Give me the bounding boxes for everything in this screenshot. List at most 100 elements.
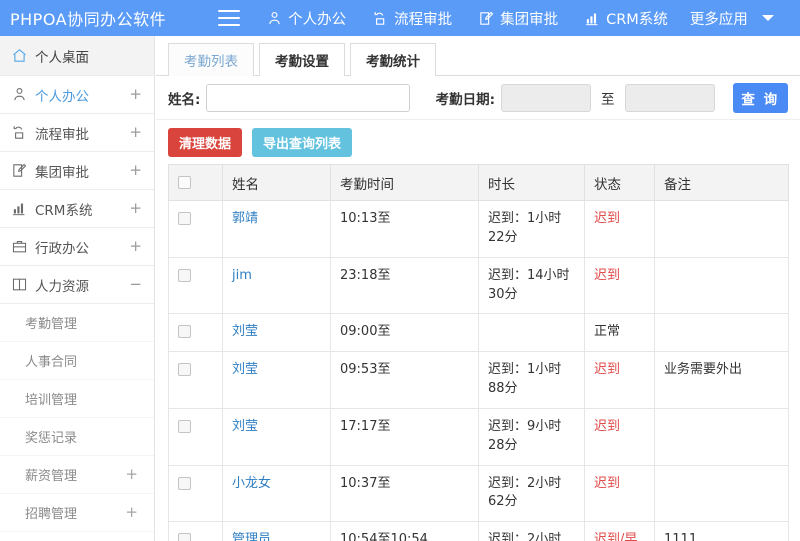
sidebar-subitem-rewards[interactable]: 奖惩记录	[0, 418, 154, 456]
sidebar-subitem-personnel[interactable]: 人事管理 +	[0, 532, 154, 541]
header-duration: 时长	[478, 164, 585, 201]
employee-name-link[interactable]: 刘莹	[232, 324, 259, 340]
row-select-cell	[168, 313, 223, 353]
sidebar-item-group-approval[interactable]: 集团审批 +	[0, 152, 154, 190]
cell-attendance-time: 17:17至	[330, 408, 479, 466]
cell-note: 1111	[654, 521, 789, 541]
employee-name-link[interactable]: 刘莹	[232, 418, 259, 434]
sidebar-subitem-label: 考勤管理	[25, 317, 78, 332]
table-row: 刘莹 09:53至 迟到：1小时88分 迟到 业务需要外出	[168, 351, 789, 409]
cell-attendance-time: 09:53至	[330, 351, 479, 409]
employee-name-link[interactable]: 小龙女	[232, 475, 272, 491]
row-select-cell	[168, 257, 223, 315]
search-date-from-input[interactable]	[501, 83, 592, 112]
app-brand-title: PHPOA协同办公软件	[10, 10, 167, 29]
row-checkbox[interactable]	[178, 212, 191, 225]
sidebar-subitem-contract[interactable]: 人事合同	[0, 342, 154, 380]
sidebar-collapse-toggle[interactable]: −	[129, 275, 142, 293]
clear-data-button[interactable]: 清理数据	[168, 127, 243, 157]
sidebar-item-process-approval[interactable]: 流程审批 +	[0, 114, 154, 152]
edit-square-icon	[11, 162, 28, 179]
bar-chart-icon	[584, 10, 601, 27]
sidebar-subitem-label: 招聘管理	[25, 507, 78, 522]
row-checkbox[interactable]	[178, 268, 191, 282]
sidebar-expand-toggle[interactable]: +	[125, 465, 138, 483]
header-note: 备注	[654, 164, 789, 201]
chevron-down-icon[interactable]	[761, 15, 774, 21]
cell-status: 迟到	[584, 465, 655, 523]
sidebar-item-desktop[interactable]: 个人桌面	[0, 36, 154, 76]
select-all-checkbox[interactable]	[178, 176, 191, 189]
row-checkbox[interactable]	[178, 363, 191, 377]
sidebar-subitem-label: 培训管理	[25, 393, 78, 408]
cell-duration: 迟到：1小时22分	[478, 200, 585, 258]
status-badge: 迟到	[594, 475, 621, 491]
sidebar-subitem-training[interactable]: 培训管理	[0, 380, 154, 418]
tab-attendance-list[interactable]: 考勤列表	[168, 43, 254, 76]
employee-name-link[interactable]: 管理员	[232, 532, 272, 541]
table-row: jim 23:18至 迟到：14小时30分 迟到	[168, 257, 789, 315]
nav-item-process-approval[interactable]: 流程审批	[372, 8, 452, 29]
employee-name-link[interactable]: 郭靖	[232, 211, 259, 226]
employee-name-link[interactable]: 刘莹	[232, 362, 259, 378]
sidebar-subitem-label: 人事合同	[25, 355, 78, 370]
row-select-cell	[168, 351, 223, 409]
sidebar-item-label: 个人办公	[35, 88, 89, 105]
sidebar-expand-toggle[interactable]: +	[129, 161, 142, 179]
sidebar-scrollbar[interactable]	[150, 36, 154, 541]
sidebar-subitem-attendance[interactable]: 考勤管理	[0, 304, 154, 342]
tab-attendance-stats[interactable]: 考勤统计	[350, 43, 436, 76]
more-apps-button[interactable]: 更多应用	[689, 11, 748, 28]
sidebar-expand-toggle[interactable]: +	[129, 199, 142, 217]
cell-name: 刘莹	[222, 408, 331, 466]
cell-status: 迟到	[584, 408, 655, 466]
tab-attendance-settings[interactable]: 考勤设置	[259, 43, 345, 76]
cell-note	[654, 313, 789, 353]
table-row: 小龙女 10:37至 迟到：2小时62分 迟到	[168, 465, 789, 523]
sidebar-item-admin-office[interactable]: 行政办公 +	[0, 228, 154, 266]
row-select-cell	[168, 200, 223, 258]
nav-item-crm[interactable]: CRM系统	[584, 8, 668, 29]
main-content: 考勤列表 考勤设置 考勤统计 姓名: 考勤日期: 至 查 询 清理数据 导出查询…	[156, 36, 800, 541]
search-filter-bar: 姓名: 考勤日期: 至 查 询	[156, 76, 800, 120]
cell-duration	[478, 313, 585, 353]
sidebar-item-label: 集团审批	[35, 164, 89, 181]
nav-item-personal-office[interactable]: 个人办公	[266, 8, 346, 29]
sidebar-item-hr[interactable]: 人力资源 −	[0, 266, 154, 304]
cell-duration: 迟到：14小时30分	[478, 257, 585, 315]
cell-duration: 迟到：2小时90分 早退：7小时10分	[478, 521, 585, 541]
sidebar-expand-toggle[interactable]: +	[129, 85, 142, 103]
user-icon	[266, 10, 283, 27]
cell-note	[654, 465, 789, 523]
tab-bar: 考勤列表 考勤设置 考勤统计	[156, 36, 800, 76]
sidebar-item-crm[interactable]: CRM系统 +	[0, 190, 154, 228]
sidebar-expand-toggle[interactable]: +	[129, 237, 142, 255]
cell-note	[654, 408, 789, 466]
table-row: 刘莹 17:17至 迟到：9小时28分 迟到	[168, 408, 789, 466]
nav-item-label: 集团审批	[500, 11, 559, 28]
nav-item-label: CRM系统	[606, 11, 668, 28]
cell-name: 小龙女	[222, 465, 331, 523]
search-date-to-input[interactable]	[624, 83, 715, 112]
row-checkbox[interactable]	[178, 419, 191, 433]
row-checkbox[interactable]	[178, 325, 191, 339]
table-header: 姓名 考勤时间 时长 状态 备注	[168, 164, 789, 201]
search-name-input[interactable]	[206, 83, 410, 112]
sidebar-subitem-salary[interactable]: 薪资管理 +	[0, 456, 154, 494]
hamburger-icon[interactable]	[218, 10, 241, 26]
cell-name: 郭靖	[222, 200, 331, 258]
nav-item-group-approval[interactable]: 集团审批	[478, 8, 558, 29]
app-header: PHPOA协同办公软件 个人办公 流程审批 集团审批	[0, 0, 800, 36]
row-checkbox[interactable]	[178, 476, 191, 490]
sidebar-item-personal-office[interactable]: 个人办公 +	[0, 76, 154, 114]
sidebar-subitem-label: 奖惩记录	[25, 431, 78, 446]
employee-name-link[interactable]: jim	[232, 267, 252, 283]
query-button[interactable]: 查 询	[732, 82, 788, 113]
status-badge: 迟到	[594, 267, 621, 283]
sidebar-subitem-recruitment[interactable]: 招聘管理 +	[0, 494, 154, 532]
sidebar-expand-toggle[interactable]: +	[125, 503, 138, 521]
sidebar-expand-toggle[interactable]: +	[129, 123, 142, 141]
row-checkbox[interactable]	[178, 533, 191, 541]
refresh-arrow-icon	[372, 10, 389, 27]
export-list-button[interactable]: 导出查询列表	[252, 127, 353, 157]
